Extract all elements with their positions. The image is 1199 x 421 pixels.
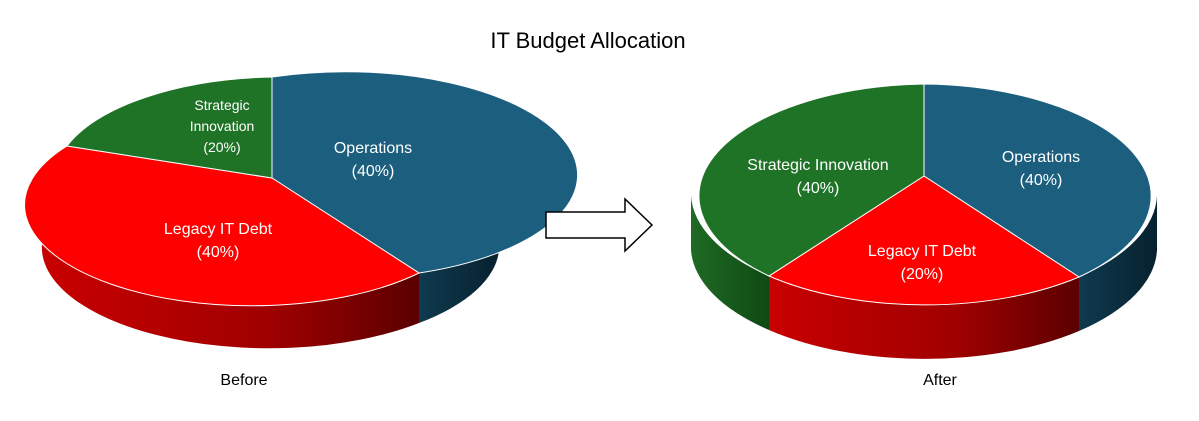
side-strategic-innovation-after: [691, 196, 769, 330]
label-strategic-before-line1: Strategic: [194, 97, 249, 113]
pct-operations-after: (40%): [1020, 172, 1063, 189]
pct-operations-before: (40%): [352, 163, 395, 180]
pct-strategic-innovation-after: (40%): [797, 180, 840, 197]
slice-operations-after: [923, 83, 1152, 278]
label-operations-after: Operations: [1002, 149, 1080, 166]
slice-legacy-it-debt-before: [24, 145, 421, 307]
side-legacy-it-debt-before: [41, 178, 419, 349]
slice-legacy-it-debt-after: [767, 175, 1081, 306]
chart-title: IT Budget Allocation: [490, 28, 685, 53]
label-strategic-innovation-after: Strategic Innovation: [747, 157, 888, 174]
side-operations-after: [1079, 196, 1157, 331]
label-strategic-before-line2: Innovation: [190, 118, 255, 134]
pie-before: Operations (40%) Legacy IT Debt (40%) St…: [24, 71, 579, 389]
label-operations-before: Operations: [334, 140, 412, 157]
label-legacy-it-debt-after: Legacy IT Debt: [868, 243, 977, 260]
label-legacy-it-debt-before: Legacy IT Debt: [164, 221, 273, 238]
slice-operations-before: [271, 71, 579, 274]
pie-after: Operations (40%) Legacy IT Debt (20%) St…: [691, 83, 1157, 389]
slice-strategic-innovation-before: [66, 76, 273, 179]
slice-strategic-innovation-after: [698, 83, 925, 277]
side-legacy-it-debt-after: [769, 276, 1079, 359]
pct-legacy-it-debt-after: (20%): [901, 266, 944, 283]
pct-strategic-innovation-before: (20%): [203, 139, 240, 155]
caption-before: Before: [220, 372, 267, 389]
pct-legacy-it-debt-before: (40%): [197, 244, 240, 261]
right-arrow-icon: [545, 197, 654, 253]
caption-after: After: [923, 372, 957, 389]
